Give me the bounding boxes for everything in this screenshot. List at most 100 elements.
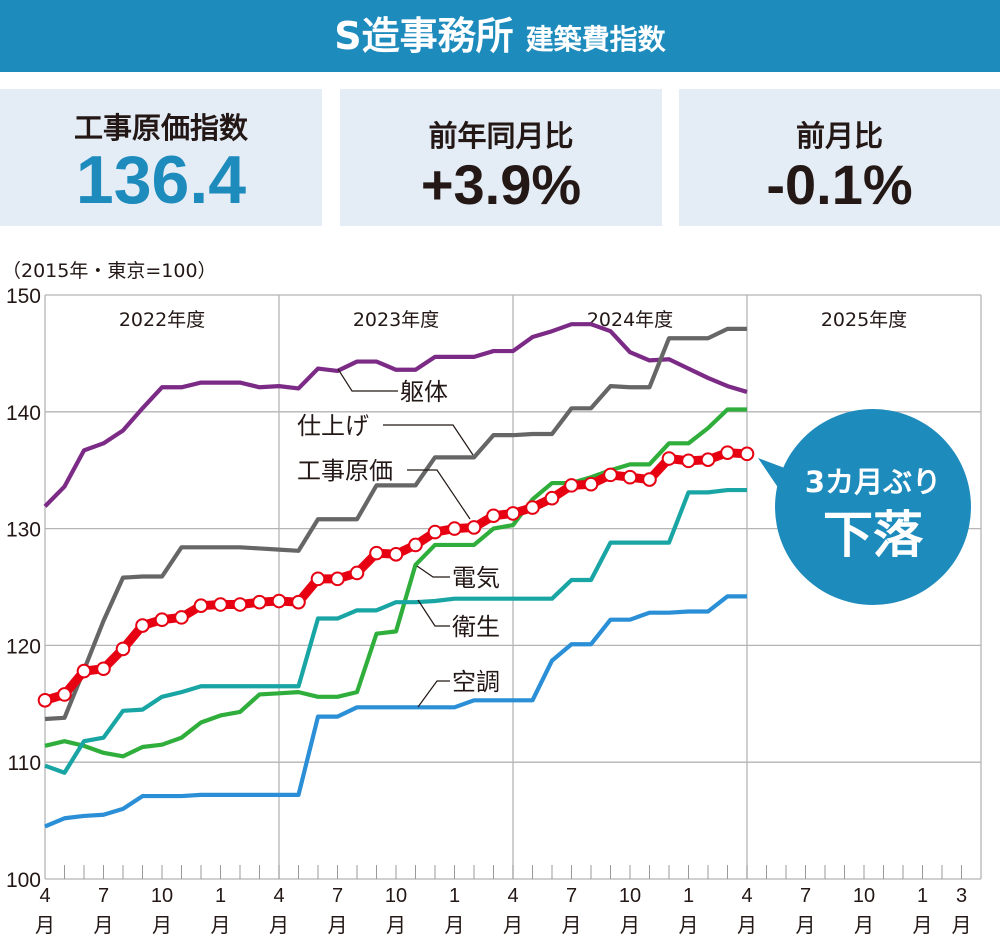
callout-line2: 下落 (823, 506, 924, 564)
y-tick-label: 110 (8, 752, 41, 775)
data-point (76, 663, 92, 679)
data-point (583, 476, 599, 492)
fiscal-year-label: 2023年度 (353, 309, 439, 331)
x-tick-unit: 月 (913, 913, 933, 937)
fiscal-year-label: 2025年度 (821, 309, 907, 331)
series-label: 衛生 (452, 613, 500, 641)
header-bar: S造事務所 建築費指数 (0, 0, 1000, 72)
x-tick-label: 1 (215, 885, 226, 907)
x-tick-label: 7 (800, 885, 811, 907)
series-label: 空調 (452, 668, 500, 696)
x-tick-label: 1 (917, 885, 928, 907)
x-tick-unit: 月 (94, 913, 114, 937)
data-point (115, 641, 131, 657)
data-point (252, 594, 267, 610)
series-line-0 (43, 322, 748, 508)
kpi-label: 前年同月比 (428, 119, 574, 153)
data-point (154, 612, 170, 628)
kpi-label: 前月比 (795, 119, 883, 153)
y-tick-label: 100 (6, 869, 41, 892)
data-point (37, 692, 53, 708)
y-tick-label: 140 (6, 402, 41, 425)
data-point (349, 565, 365, 581)
x-tick-label: 3 (956, 885, 967, 907)
data-point (57, 687, 72, 702)
data-point (564, 478, 579, 493)
data-point (505, 506, 521, 521)
kpi-cost-index: 工事原価指数 136.4 (0, 89, 322, 226)
y-tick-label: 150 (6, 285, 41, 308)
x-tick-unit: 月 (679, 913, 699, 937)
x-tick-unit: 月 (952, 913, 972, 937)
leader-line (417, 680, 450, 708)
data-point (642, 472, 657, 487)
kpi-value: +3.9% (420, 153, 582, 216)
data-point (700, 452, 716, 467)
x-tick-label: 4 (39, 885, 50, 907)
leader-line (383, 424, 474, 456)
data-point (369, 545, 384, 561)
data-point (408, 537, 423, 553)
data-point (174, 610, 189, 625)
data-point (427, 524, 443, 540)
x-tick-unit: 月 (737, 913, 757, 937)
data-point (544, 490, 560, 506)
data-point (330, 571, 345, 587)
series-label: 仕上げ (297, 412, 369, 440)
data-point (661, 451, 677, 466)
page-subtitle: 建築費指数 (525, 23, 666, 56)
x-tick-unit: 月 (620, 913, 640, 937)
leader-line (417, 599, 450, 627)
x-tick-unit: 月 (503, 913, 523, 937)
x-tick-label: 1 (449, 885, 460, 907)
x-tick-label: 10 (619, 885, 641, 907)
data-point (486, 508, 501, 524)
x-tick-unit: 月 (269, 913, 289, 937)
x-tick-label: 10 (151, 885, 173, 907)
data-point (310, 571, 326, 587)
y-tick-label: 130 (6, 519, 41, 542)
data-point (135, 618, 150, 633)
data-point (525, 500, 540, 515)
series-label: 工事原価 (297, 457, 393, 485)
x-tick-label: 7 (332, 885, 343, 907)
x-tick-unit: 月 (35, 913, 55, 937)
x-tick-unit: 月 (152, 913, 172, 937)
x-tick-unit: 月 (562, 913, 582, 937)
x-tick-unit: 月 (211, 913, 231, 937)
callout-line1: 3カ月ぶり (805, 465, 941, 499)
series-label: 電気 (452, 564, 500, 592)
data-point (447, 521, 462, 536)
data-point (291, 594, 306, 610)
x-tick-label: 4 (273, 885, 284, 907)
leader-line (407, 469, 471, 520)
kpi-mom: 前月比 -0.1% (679, 89, 1000, 226)
data-point (681, 453, 696, 469)
callout-circle (775, 409, 971, 605)
data-point (388, 546, 404, 562)
kpi-yoy: 前年同月比 +3.9% (340, 89, 662, 226)
x-tick-label: 4 (741, 885, 752, 907)
unit-note: （2015年・東京=100） (2, 260, 217, 282)
series-line-1 (44, 326, 747, 722)
data-point (193, 598, 209, 613)
leader-line (416, 565, 450, 578)
x-tick-label: 1 (683, 885, 694, 907)
x-tick-label: 7 (566, 885, 577, 907)
x-tick-label: 10 (853, 885, 875, 907)
x-tick-label: 7 (98, 885, 109, 907)
x-tick-unit: 月 (854, 913, 874, 937)
x-tick-label: 4 (507, 885, 518, 907)
series-line-2 (44, 407, 747, 759)
data-point (271, 593, 287, 609)
page-title: S造事務所 (334, 14, 514, 58)
kpi-value: -0.1% (766, 153, 913, 216)
x-tick-unit: 月 (328, 913, 348, 937)
series-line-4 (44, 594, 747, 829)
fiscal-year-label: 2024年度 (587, 309, 673, 331)
data-point (96, 661, 111, 677)
series-line-3 (44, 487, 747, 775)
data-point (603, 467, 618, 483)
